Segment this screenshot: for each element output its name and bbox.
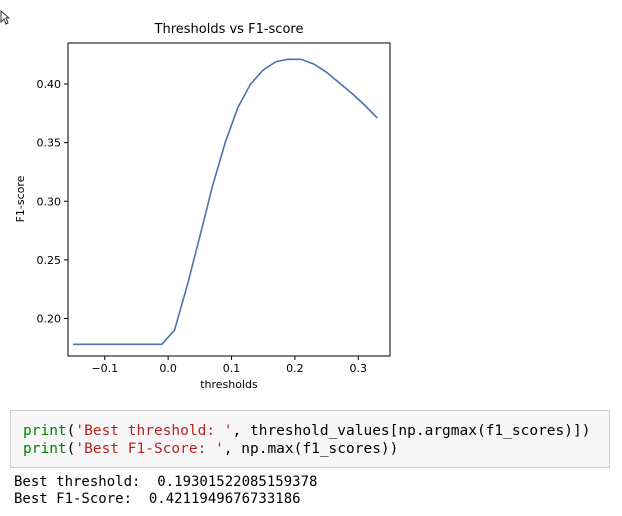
code-print-keyword: print: [23, 423, 67, 439]
plot-area-frame: [67, 42, 391, 357]
x-tick-label: −0.1: [91, 362, 118, 375]
code-line: print('Best F1-Score: ', np.max(f1_score…: [23, 440, 609, 458]
y-tick-label: 0.20: [37, 312, 62, 325]
code-line: print('Best threshold: ', threshold_valu…: [23, 422, 609, 440]
chart-title: Thresholds vs F1-score: [154, 22, 304, 37]
code-cell[interactable]: print('Best threshold: ', threshold_valu…: [10, 410, 610, 468]
code-args: , threshold_values[np.argmax(f1_scores)]…: [232, 423, 591, 439]
y-tick-label: 0.30: [37, 195, 62, 208]
y-tick-label: 0.35: [37, 137, 62, 150]
code-string: 'Best threshold: ': [75, 423, 233, 439]
x-tick-label: 0.2: [286, 362, 304, 375]
output-line-best-threshold: Best threshold: 0.19301522085159378: [14, 474, 318, 490]
chart: Thresholds vs F1-score −0.1 0.0 0.1 0.2 0.3 …: [14, 22, 391, 391]
code-paren: (: [66, 423, 76, 439]
f1-score-line: [73, 58, 378, 346]
x-axis-ticks: −0.1 0.0 0.1 0.2 0.3: [91, 356, 367, 375]
output-line-best-f1: Best F1-Score: 0.4211949676733186: [14, 491, 301, 507]
code-args: , np.max(f1_scores)): [223, 441, 399, 457]
x-axis-label: thresholds: [200, 378, 258, 391]
code-string: 'Best F1-Score: ': [75, 441, 224, 457]
cell-output: Best threshold: 0.19301522085159378 Best…: [14, 474, 317, 508]
y-tick-label: 0.40: [37, 78, 62, 91]
x-tick-label: 0.0: [159, 362, 177, 375]
code-paren: (: [66, 441, 76, 457]
mouse-pointer-icon: [0, 10, 10, 25]
code-print-keyword: print: [23, 441, 67, 457]
y-axis-label: F1-score: [14, 175, 27, 222]
x-tick-label: 0.3: [350, 362, 368, 375]
x-tick-label: 0.1: [223, 362, 241, 375]
y-axis-ticks: 0.20 0.25 0.30 0.35 0.40: [37, 78, 68, 325]
y-tick-label: 0.25: [37, 254, 62, 267]
